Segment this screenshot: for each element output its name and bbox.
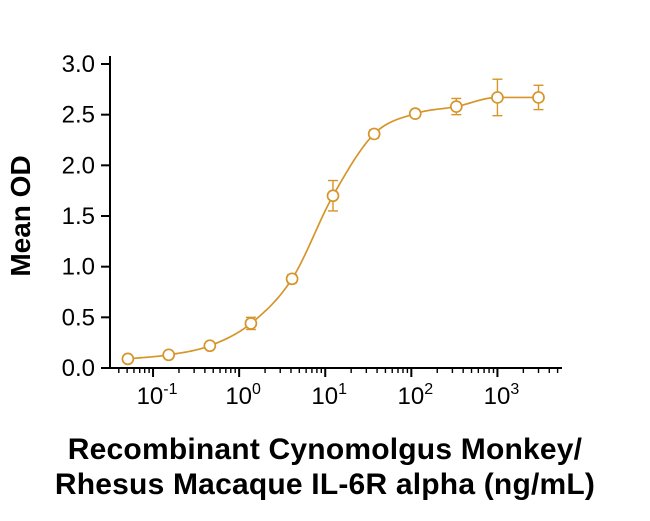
x-tick-label: 101 bbox=[311, 381, 347, 410]
x-axis-title: Recombinant Cynomolgus Monkey/ Rhesus Ma… bbox=[0, 433, 650, 503]
error-bars bbox=[122, 78, 544, 362]
x-tick-label: 100 bbox=[225, 381, 261, 410]
data-point-marker bbox=[244, 317, 258, 330]
y-axis-ticks: 0.0 0.5 1.0 1.5 2.0 2.5 3.0 bbox=[62, 51, 110, 382]
data-points bbox=[121, 91, 545, 366]
data-point-marker bbox=[203, 339, 217, 353]
data-point-marker bbox=[285, 272, 299, 286]
data-point-marker bbox=[121, 352, 135, 366]
data-point-marker bbox=[367, 127, 381, 141]
axes bbox=[109, 56, 562, 369]
x-axis-title-line2: Rhesus Macaque IL-6R alpha (ng/mL) bbox=[54, 467, 596, 501]
y-tick-label: 3.0 bbox=[62, 51, 95, 78]
y-tick-label: 2.5 bbox=[62, 102, 95, 129]
x-axis-title-line1: Recombinant Cynomolgus Monkey/ bbox=[67, 433, 583, 466]
x-axis-ticks: 10-1 100 101 102 103 bbox=[118, 368, 559, 410]
y-tick-label: 2.0 bbox=[62, 152, 95, 179]
y-tick-label: 0.5 bbox=[62, 304, 95, 331]
data-point-marker bbox=[408, 107, 422, 121]
y-tick-label: 0.0 bbox=[62, 355, 95, 382]
y-tick-label: 1.5 bbox=[62, 203, 95, 230]
data-point-marker bbox=[449, 100, 463, 113]
x-tick-label: 102 bbox=[398, 381, 434, 410]
data-point-marker bbox=[532, 91, 545, 104]
data-point-marker bbox=[326, 189, 340, 203]
data-point-marker bbox=[491, 91, 504, 104]
x-tick-label: 103 bbox=[484, 381, 520, 410]
data-point-marker bbox=[162, 348, 176, 362]
y-tick-label: 1.0 bbox=[62, 254, 95, 281]
chart-canvas: 0.0 0.5 1.0 1.5 2.0 2.5 3.0 10-1 100 101 102 103 Mea… bbox=[5, 51, 562, 410]
y-axis-title: Mean OD bbox=[5, 155, 36, 276]
fit-curve bbox=[127, 96, 539, 360]
x-tick-label: 10-1 bbox=[137, 381, 178, 410]
